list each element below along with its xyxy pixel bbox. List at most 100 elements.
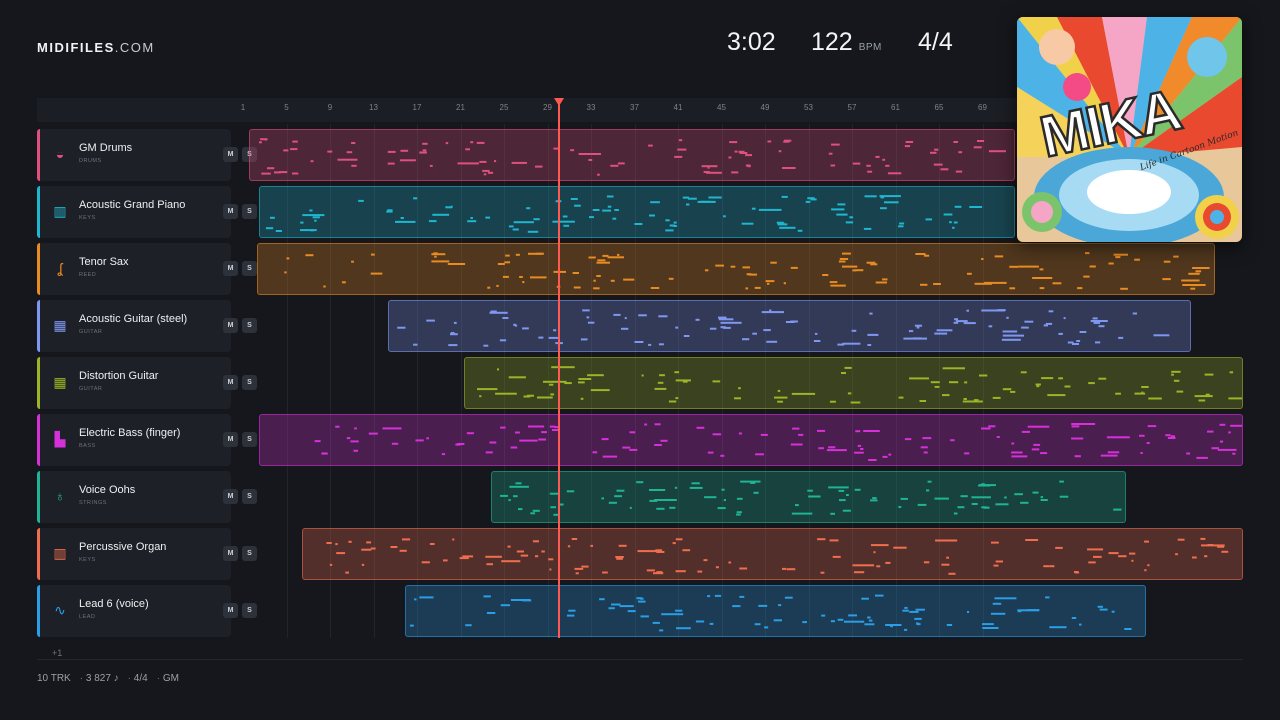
midi-note xyxy=(915,253,926,255)
playhead[interactable] xyxy=(558,98,560,638)
midi-note xyxy=(515,482,522,485)
midi-note xyxy=(586,316,590,319)
track-lane[interactable] xyxy=(249,129,1015,181)
midi-note xyxy=(1141,391,1144,394)
midi-note xyxy=(830,512,835,515)
midi-note xyxy=(422,142,428,145)
track-row[interactable]: ▙ Electric Bass (finger) BASS M S xyxy=(37,414,257,466)
midi-note xyxy=(994,597,1017,600)
midi-note xyxy=(821,614,826,617)
midi-note xyxy=(1134,258,1140,261)
midi-note xyxy=(505,254,510,257)
track-row[interactable]: ʆ Tenor Sax REED M S xyxy=(37,243,257,295)
midi-note xyxy=(1228,431,1231,434)
track-lane[interactable] xyxy=(259,414,1243,466)
midi-note xyxy=(1088,561,1096,564)
midi-note xyxy=(864,623,875,626)
midi-note xyxy=(964,381,968,384)
solo-button[interactable]: S xyxy=(242,432,257,447)
midi-note xyxy=(562,215,568,218)
midi-note xyxy=(739,595,745,598)
mute-button[interactable]: M xyxy=(223,261,238,276)
midi-note xyxy=(746,273,752,276)
midi-note xyxy=(614,209,619,211)
midi-note xyxy=(745,287,749,290)
midi-note xyxy=(1009,265,1019,268)
midi-note xyxy=(1058,377,1063,380)
solo-button[interactable]: S xyxy=(242,489,257,504)
mute-button[interactable]: M xyxy=(223,204,238,219)
midi-note xyxy=(958,151,963,154)
midi-note xyxy=(286,257,290,260)
track-name: Percussive Organ xyxy=(79,541,167,553)
solo-button[interactable]: S xyxy=(242,204,257,219)
midi-note xyxy=(665,219,670,222)
mute-button[interactable]: M xyxy=(223,546,238,561)
track-row[interactable]: ♁ Voice Oohs STRINGS M S xyxy=(37,471,257,523)
midi-note xyxy=(415,439,424,442)
midi-note xyxy=(1144,569,1147,572)
midi-note xyxy=(754,623,761,626)
midi-note xyxy=(428,220,437,223)
logo[interactable]: MIDIFILES.COM xyxy=(37,40,155,55)
solo-button[interactable]: S xyxy=(242,375,257,390)
midi-note xyxy=(1173,255,1179,258)
mute-button[interactable]: M xyxy=(223,603,238,618)
track-lane[interactable] xyxy=(388,300,1191,352)
midi-note xyxy=(426,437,429,440)
track-lane[interactable] xyxy=(405,585,1146,637)
track-name: Acoustic Guitar (steel) xyxy=(79,313,188,325)
midi-note xyxy=(839,499,846,502)
track-row[interactable]: ∿ Lead 6 (voice) LEAD M S xyxy=(37,585,257,637)
midi-note xyxy=(949,381,959,384)
track-lane[interactable] xyxy=(259,186,1015,238)
midi-note xyxy=(309,209,313,212)
midi-note xyxy=(1006,316,1009,319)
mute-button[interactable]: M xyxy=(223,489,238,504)
playhead-marker[interactable] xyxy=(554,98,564,106)
midi-note xyxy=(720,454,725,457)
midi-note xyxy=(1040,496,1044,499)
midi-note xyxy=(483,595,491,598)
midi-note xyxy=(578,153,601,155)
album-cover: MIKA Life in Cartoon Motion xyxy=(1017,17,1242,242)
track-lane[interactable] xyxy=(491,471,1126,523)
track-lane[interactable] xyxy=(464,357,1243,409)
midi-note xyxy=(610,164,619,167)
midi-note xyxy=(432,213,450,216)
midi-note xyxy=(697,570,703,573)
midi-note xyxy=(654,423,661,426)
midi-note xyxy=(955,170,963,173)
midi-note xyxy=(550,506,556,509)
track-color-bar xyxy=(37,357,40,409)
midi-note xyxy=(649,499,658,502)
midi-note xyxy=(754,286,761,289)
solo-button[interactable]: S xyxy=(242,318,257,333)
mute-button[interactable]: M xyxy=(223,318,238,333)
midi-note xyxy=(673,221,677,224)
midi-note xyxy=(734,150,738,153)
midi-note xyxy=(568,609,576,612)
mute-button[interactable]: M xyxy=(223,432,238,447)
midi-note xyxy=(570,149,575,152)
track-lane[interactable] xyxy=(257,243,1215,295)
track-category: STRINGS xyxy=(79,500,107,506)
midi-note xyxy=(1047,394,1066,397)
midi-note xyxy=(1192,556,1197,559)
track-row[interactable]: ▥ Acoustic Grand Piano KEYS M S xyxy=(37,186,257,238)
track-row[interactable]: ▦ Acoustic Guitar (steel) GUITAR M S xyxy=(37,300,257,352)
solo-button[interactable]: S xyxy=(242,261,257,276)
midi-note xyxy=(954,318,958,321)
midi-note xyxy=(669,224,676,227)
solo-button[interactable]: S xyxy=(242,546,257,561)
mute-button[interactable]: M xyxy=(223,375,238,390)
track-row[interactable]: ▦ Distortion Guitar GUITAR M S xyxy=(37,357,257,409)
solo-button[interactable]: S xyxy=(242,603,257,618)
midi-note xyxy=(902,609,909,612)
more-tracks-indicator[interactable]: +1 xyxy=(52,648,63,658)
track-row[interactable]: ◒ GM Drums DRUMS M S xyxy=(37,129,257,181)
midi-note xyxy=(992,396,1001,399)
track-lane[interactable] xyxy=(302,528,1243,580)
mute-button[interactable]: M xyxy=(223,147,238,162)
track-row[interactable]: ▥ Percussive Organ KEYS M S xyxy=(37,528,257,580)
